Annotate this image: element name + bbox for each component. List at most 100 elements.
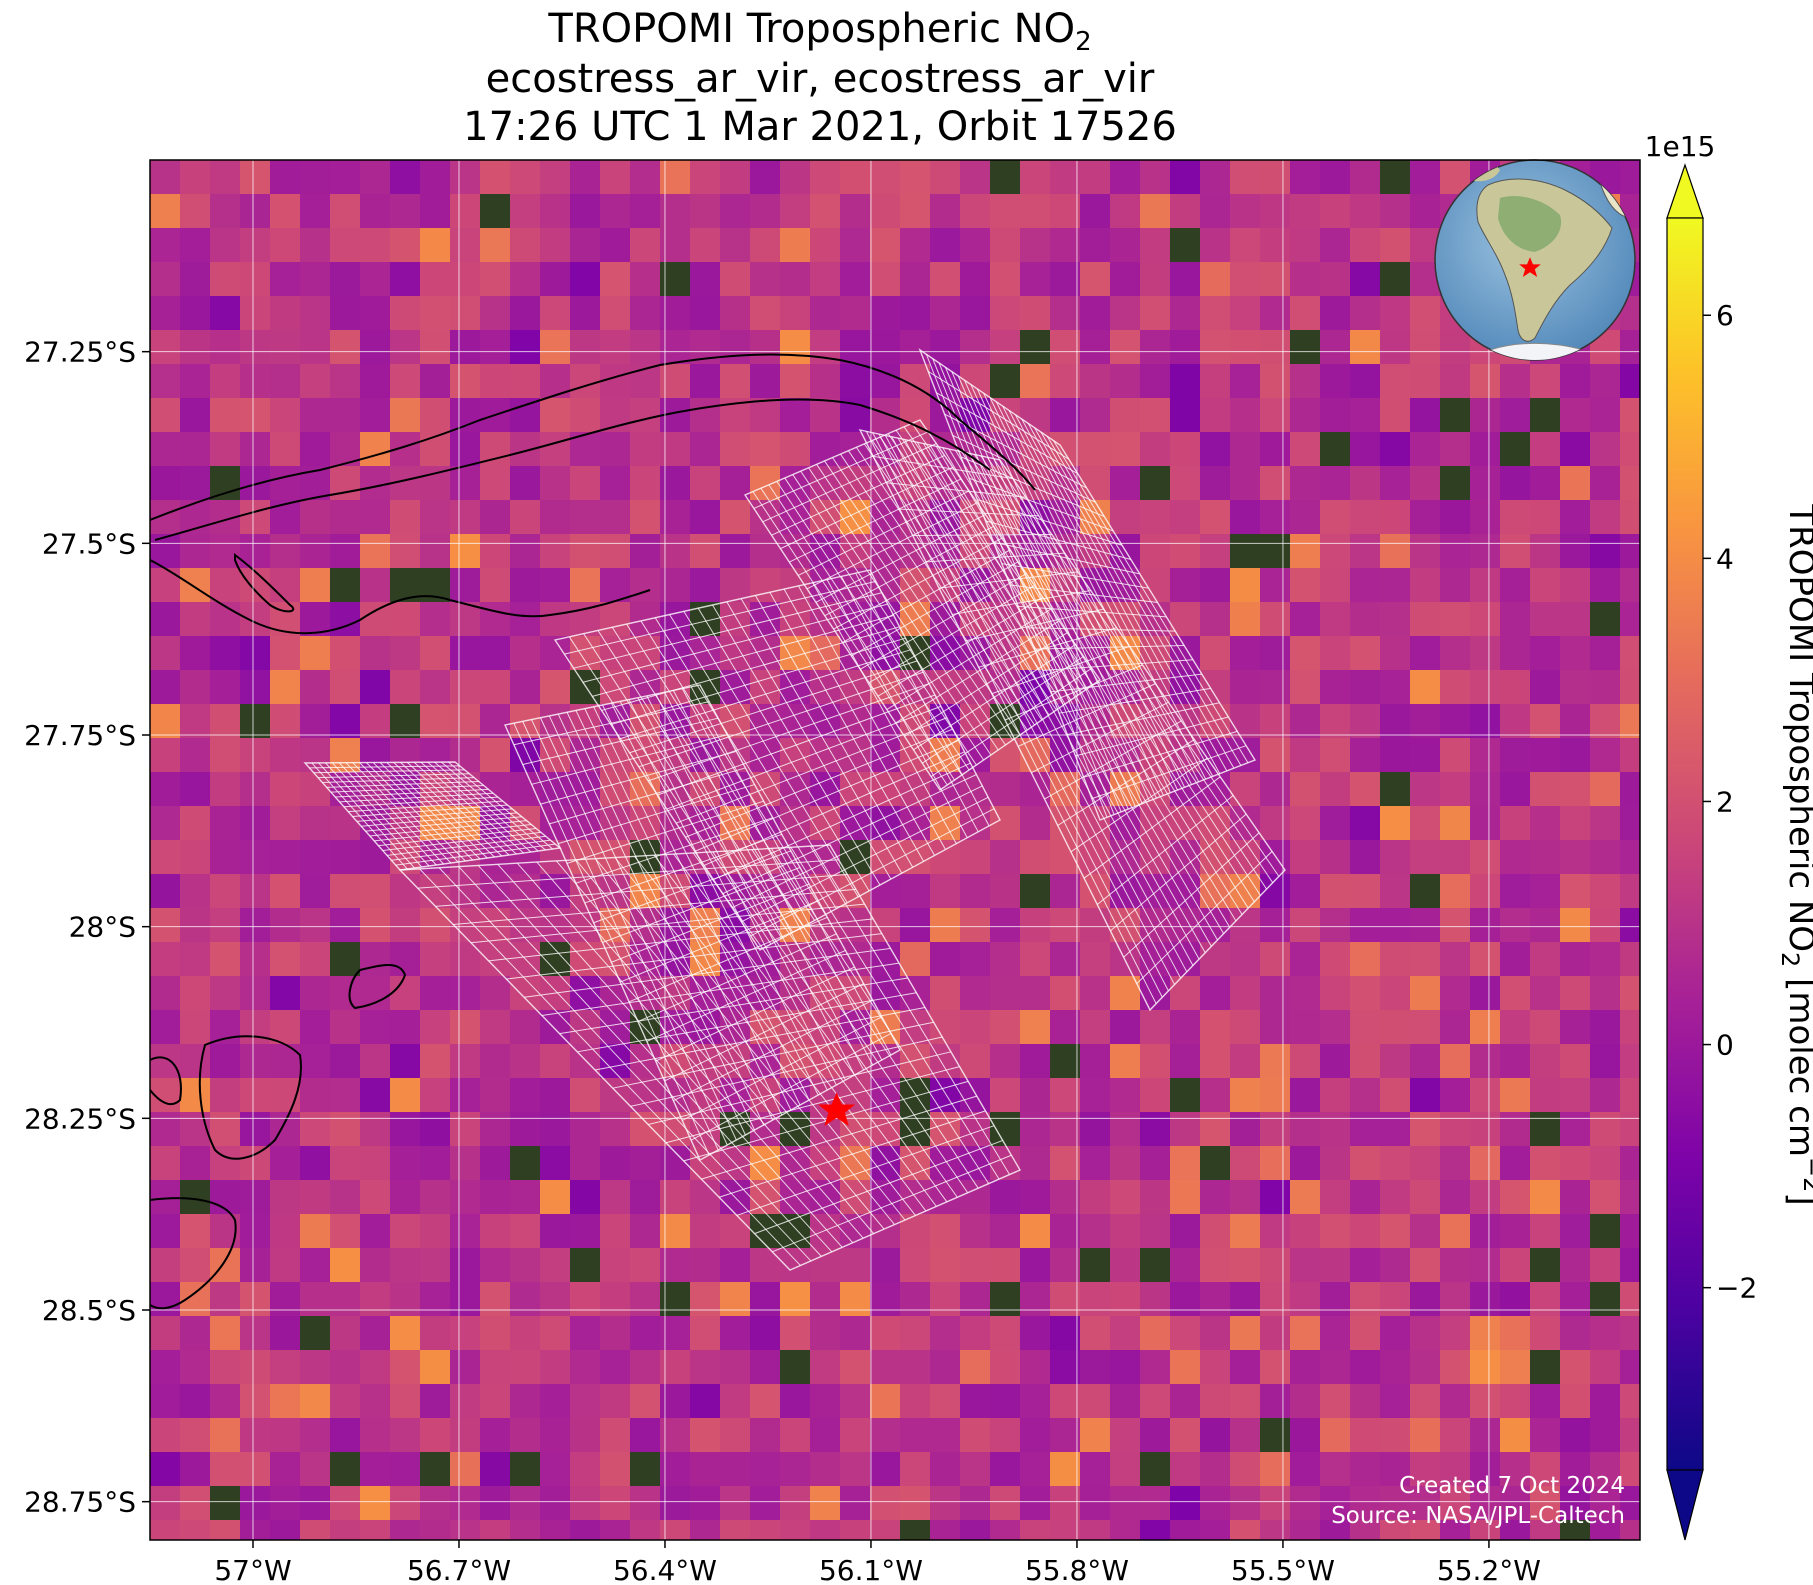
no2-pixel (960, 1452, 991, 1487)
no2-pixel (1170, 534, 1201, 569)
no2-pixel (690, 228, 721, 263)
no2-pixel (720, 160, 751, 195)
no2-pixel (720, 1520, 751, 1540)
no2-pixel (990, 1350, 1021, 1385)
no2-pixel (810, 1214, 841, 1249)
no2-pixel (1290, 1350, 1321, 1385)
no2-pixel (510, 1112, 541, 1147)
no2-pixel (1290, 1214, 1321, 1249)
no2-pixel (1020, 942, 1051, 977)
no2-pixel (300, 1316, 331, 1351)
no2-pixel (480, 1248, 511, 1283)
no2-pixel (780, 1384, 811, 1419)
no2-pixel (840, 534, 871, 569)
no2-pixel (720, 194, 751, 229)
no2-pixel (510, 1180, 541, 1215)
no2-pixel (1620, 1486, 1640, 1521)
no2-pixel (1500, 1418, 1531, 1453)
no2-pixel (420, 636, 451, 671)
no2-pixel (360, 364, 391, 399)
no2-pixel (1080, 534, 1111, 569)
no2-pixel (1470, 636, 1501, 671)
colorbar-tick-label: −2 (1716, 1272, 1757, 1305)
no2-pixel (300, 1452, 331, 1487)
no2-pixel (330, 1350, 361, 1385)
swath-scene (398, 844, 1022, 1271)
no2-pixel (1050, 330, 1081, 365)
no2-pixel (420, 1486, 451, 1521)
no2-pixel (990, 1384, 1021, 1419)
lon-tick-label: 57°W (214, 1554, 291, 1585)
no2-pixel (480, 1282, 511, 1317)
no2-pixel (180, 636, 211, 671)
no2-pixel (1050, 228, 1081, 263)
colorbar-tick-label: 2 (1716, 785, 1734, 818)
no2-pixel (1500, 636, 1531, 671)
no2-pixel (1320, 908, 1351, 943)
no2-pixel (300, 1282, 331, 1317)
no2-pixel (1290, 1146, 1321, 1181)
no2-pixel (1170, 228, 1201, 263)
no2-pixel (810, 1520, 841, 1540)
no2-pixel (540, 738, 571, 773)
no2-pixel (480, 1214, 511, 1249)
no2-pixel (1410, 976, 1441, 1011)
no2-pixel (990, 772, 1021, 807)
no2-pixel (600, 1486, 631, 1521)
no2-pixel (930, 1418, 961, 1453)
no2-pixel (1140, 296, 1171, 331)
no2-pixel (1020, 1146, 1051, 1181)
no2-pixel (1350, 1384, 1381, 1419)
no2-pixel (360, 330, 391, 365)
no2-pixel (1230, 364, 1261, 399)
no2-pixel (1290, 772, 1321, 807)
no2-pixel (1260, 568, 1291, 603)
no2-pixel (1200, 1180, 1231, 1215)
no2-pixel (1320, 602, 1351, 637)
no2-pixel (690, 1384, 721, 1419)
no2-pixel (150, 1384, 181, 1419)
no2-pixel (1530, 1146, 1561, 1181)
no2-pixel (300, 296, 331, 331)
no2-pixel (300, 568, 331, 603)
no2-pixel (1230, 500, 1261, 535)
no2-pixel (1020, 1486, 1051, 1521)
no2-pixel (1170, 1180, 1201, 1215)
no2-pixel (180, 942, 211, 977)
no2-pixel (330, 908, 361, 943)
no2-pixel (1110, 1384, 1141, 1419)
no2-pixel (540, 1078, 571, 1113)
no2-pixel (780, 296, 811, 331)
no2-pixel (1620, 1214, 1640, 1249)
no2-pixel (570, 806, 601, 841)
no2-pixel (1320, 262, 1351, 297)
no2-pixel (270, 330, 301, 365)
no2-pixel (780, 1418, 811, 1453)
no2-pixel (1500, 1350, 1531, 1385)
no2-pixel (1440, 704, 1471, 739)
no2-pixel (330, 228, 361, 263)
no2-pixel (1350, 1010, 1381, 1045)
no2-pixel (750, 1350, 781, 1385)
no2-pixel (540, 772, 571, 807)
no2-pixel (1620, 398, 1640, 433)
no2-pixel (900, 1486, 931, 1521)
no2-pixel (1140, 568, 1171, 603)
no2-pixel (270, 262, 301, 297)
no2-pixel (150, 228, 181, 263)
no2-pixel (1350, 262, 1381, 297)
no2-pixel (1260, 1146, 1291, 1181)
no2-pixel (1200, 1146, 1231, 1181)
no2-pixel (1620, 670, 1640, 705)
no2-pixel (480, 568, 511, 603)
no2-pixel (1230, 160, 1261, 195)
no2-pixel (1290, 942, 1321, 977)
no2-pixel (1590, 534, 1621, 569)
no2-pixel (960, 806, 991, 841)
no2-pixel (690, 364, 721, 399)
no2-pixel (360, 160, 391, 195)
no2-pixel (1290, 1418, 1321, 1453)
no2-pixel (1470, 908, 1501, 943)
no2-pixel (1080, 1520, 1111, 1540)
no2-pixel (420, 432, 451, 467)
